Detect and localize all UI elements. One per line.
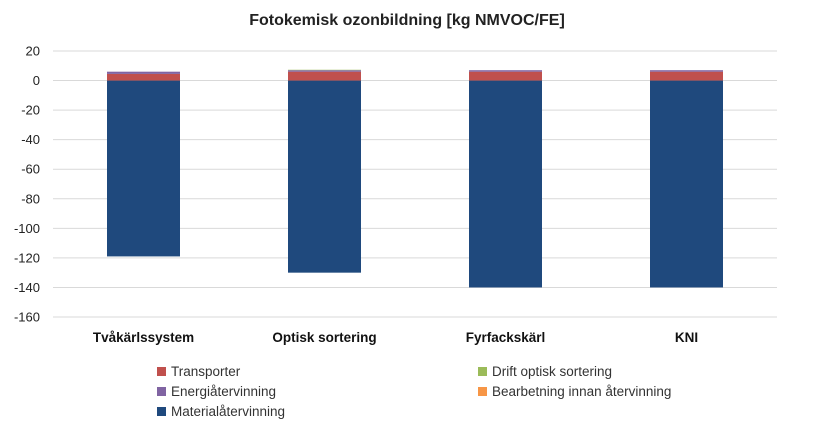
x-tick-label: Tvåkärlssystem [93,330,194,345]
bars [107,69,723,288]
y-tick-label: -60 [21,162,40,177]
chart-title: Fotokemisk ozonbildning [kg NMVOC/FE] [249,12,565,29]
y-tick-label: -20 [21,103,40,118]
y-tick-label: 20 [26,44,40,59]
y-axis: 20 0 -20 -40 -60 -80 -100 -120 -140 -160 [14,44,40,325]
x-tick-label: Fyrfackskärl [466,330,546,345]
bar-segment-energiåtervinning [469,70,542,72]
bar-segment-transporter [650,71,723,81]
x-axis: Tvåkärlssystem Optisk sortering Fyrfackskä… [93,330,698,345]
bar-segment-transporter [107,73,180,81]
x-tick-label: Optisk sortering [272,330,376,345]
y-tick-label: -140 [14,280,40,295]
bar-segment-materialåtervinning [107,80,180,257]
y-tick-label: 0 [33,73,40,88]
bar-segment-transporter [288,71,361,81]
y-tick-label: -80 [21,191,40,206]
bar-segment-materialåtervinning [469,80,542,288]
bar-segment-energiåtervinning [650,70,723,72]
bar-segment-energiåtervinning [288,70,361,72]
bar-segment-materialåtervinning [650,80,723,288]
bar-segment-energiåtervinning [107,71,180,74]
y-tick-label: -100 [14,221,40,236]
x-tick-label: KNI [675,330,698,345]
bar-segment-materialåtervinning [288,80,361,273]
y-tick-label: -120 [14,250,40,265]
y-tick-label: -160 [14,310,40,325]
bar-segment-transporter [469,71,542,81]
y-tick-label: -40 [21,132,40,147]
